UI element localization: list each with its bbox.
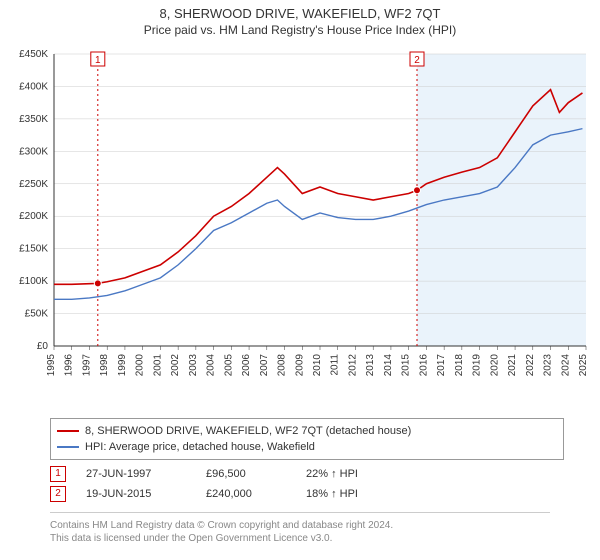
sale-row: 1 27-JUN-1997 £96,500 22% ↑ HPI [50,464,426,484]
svg-text:2016: 2016 [418,354,429,377]
chart-title-address: 8, SHERWOOD DRIVE, WAKEFIELD, WF2 7QT [0,6,600,21]
svg-text:2020: 2020 [489,354,500,377]
svg-text:2008: 2008 [277,354,288,377]
svg-text:1998: 1998 [99,354,110,377]
svg-text:2017: 2017 [436,354,447,377]
svg-text:2006: 2006 [241,354,252,377]
svg-text:2: 2 [414,55,420,66]
svg-text:2004: 2004 [206,354,217,377]
svg-text:2021: 2021 [507,354,518,377]
svg-text:1995: 1995 [46,354,57,377]
svg-text:2009: 2009 [294,354,305,377]
svg-text:2013: 2013 [365,354,376,377]
svg-text:£350K: £350K [19,114,48,125]
legend-swatch-hpi [57,446,79,448]
sale-marker-icon: 2 [50,486,66,502]
svg-text:1996: 1996 [64,354,75,377]
sale-row: 2 19-JUN-2015 £240,000 18% ↑ HPI [50,484,426,504]
svg-text:2011: 2011 [330,354,341,376]
svg-text:2005: 2005 [223,354,234,377]
svg-text:2023: 2023 [543,354,554,377]
sale-price: £96,500 [206,468,306,480]
svg-text:1: 1 [95,55,101,66]
svg-text:£100K: £100K [19,276,48,287]
svg-text:2022: 2022 [525,354,536,377]
svg-text:2002: 2002 [170,354,181,377]
svg-text:£400K: £400K [19,81,48,92]
svg-text:1999: 1999 [117,354,128,377]
sale-delta: 18% ↑ HPI [306,488,426,500]
sale-date: 19-JUN-2015 [86,488,206,500]
chart-title-subtitle: Price paid vs. HM Land Registry's House … [0,23,600,37]
sale-price: £240,000 [206,488,306,500]
legend-swatch-price [57,430,79,432]
svg-text:2007: 2007 [259,354,270,377]
sale-delta: 22% ↑ HPI [306,468,426,480]
svg-text:2015: 2015 [401,354,412,377]
sale-marker-icon: 1 [50,466,66,482]
legend-label-price: 8, SHERWOOD DRIVE, WAKEFIELD, WF2 7QT (d… [85,425,411,437]
svg-text:£250K: £250K [19,179,48,190]
svg-text:2000: 2000 [135,354,146,377]
svg-text:1997: 1997 [81,354,92,377]
svg-text:£150K: £150K [19,244,48,255]
svg-text:2012: 2012 [347,354,358,377]
svg-text:2024: 2024 [560,354,571,377]
svg-text:2014: 2014 [383,354,394,377]
sale-date: 27-JUN-1997 [86,468,206,480]
svg-text:2018: 2018 [454,354,465,377]
legend: 8, SHERWOOD DRIVE, WAKEFIELD, WF2 7QT (d… [50,418,564,460]
footer-line: This data is licensed under the Open Gov… [50,532,550,545]
svg-text:£50K: £50K [25,309,49,320]
svg-text:2025: 2025 [578,354,589,377]
svg-text:£450K: £450K [19,49,48,60]
sales-table: 1 27-JUN-1997 £96,500 22% ↑ HPI 2 19-JUN… [50,464,426,504]
svg-text:£0: £0 [37,341,49,352]
svg-text:£300K: £300K [19,146,48,157]
svg-text:£200K: £200K [19,211,48,222]
price-chart: £0 £50K £100K £150K £200K £250K £300K £350K £400… [10,48,590,408]
legend-label-hpi: HPI: Average price, detached house, Wake… [85,441,315,453]
footer-line: Contains HM Land Registry data © Crown c… [50,519,550,532]
svg-text:2010: 2010 [312,354,323,377]
svg-text:2019: 2019 [472,354,483,377]
svg-text:2001: 2001 [152,354,163,377]
footer-attribution: Contains HM Land Registry data © Crown c… [50,512,550,545]
svg-text:2003: 2003 [188,354,199,377]
